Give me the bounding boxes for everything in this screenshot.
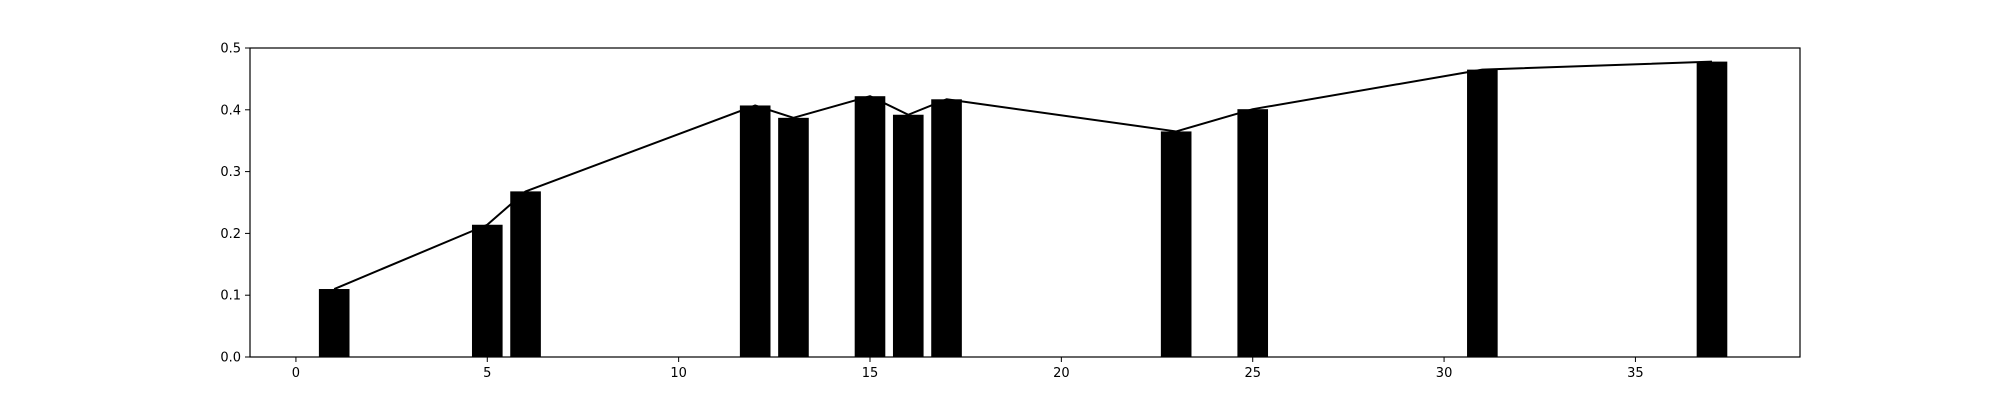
bar: [1467, 69, 1498, 357]
bar: [739, 105, 771, 357]
bar: [471, 224, 503, 357]
x-tick-label: 15: [862, 366, 879, 381]
y-tick-label: 0.1: [220, 289, 241, 304]
bar: [1237, 109, 1269, 358]
bar: [931, 99, 962, 357]
x-tick-label: 30: [1436, 366, 1453, 381]
axes-layer: [249, 47, 1801, 358]
bar: [510, 191, 541, 357]
y-tick-label: 0.0: [220, 351, 241, 366]
x-tick-label: 0: [292, 366, 300, 381]
trend-line: [333, 60, 1713, 290]
x-tick-label: 10: [670, 366, 687, 381]
y-tick-label: 0.3: [220, 165, 241, 180]
x-tick-label: 25: [1244, 366, 1261, 381]
y-tick-label: 0.4: [220, 103, 241, 118]
x-tick-label: 5: [483, 366, 491, 381]
x-tick-label: 20: [1053, 366, 1070, 381]
x-tick-label: 35: [1627, 366, 1644, 381]
ticks-layer: 0 5 10 15 20 25 30 35 0.0 0.1 0.2 0.3 0.4 0.5: [220, 42, 1643, 382]
line-layer: [333, 60, 1713, 290]
bar: [778, 117, 809, 357]
bars-layer: [318, 61, 1728, 358]
bar: [892, 114, 924, 358]
plot-frame: [249, 47, 1801, 358]
bar: [318, 289, 350, 357]
y-tick-label: 0.5: [220, 42, 241, 57]
bar: [1160, 131, 1192, 357]
y-tick-label: 0.2: [220, 227, 241, 242]
bar: [854, 96, 886, 357]
bar: [1696, 61, 1728, 357]
